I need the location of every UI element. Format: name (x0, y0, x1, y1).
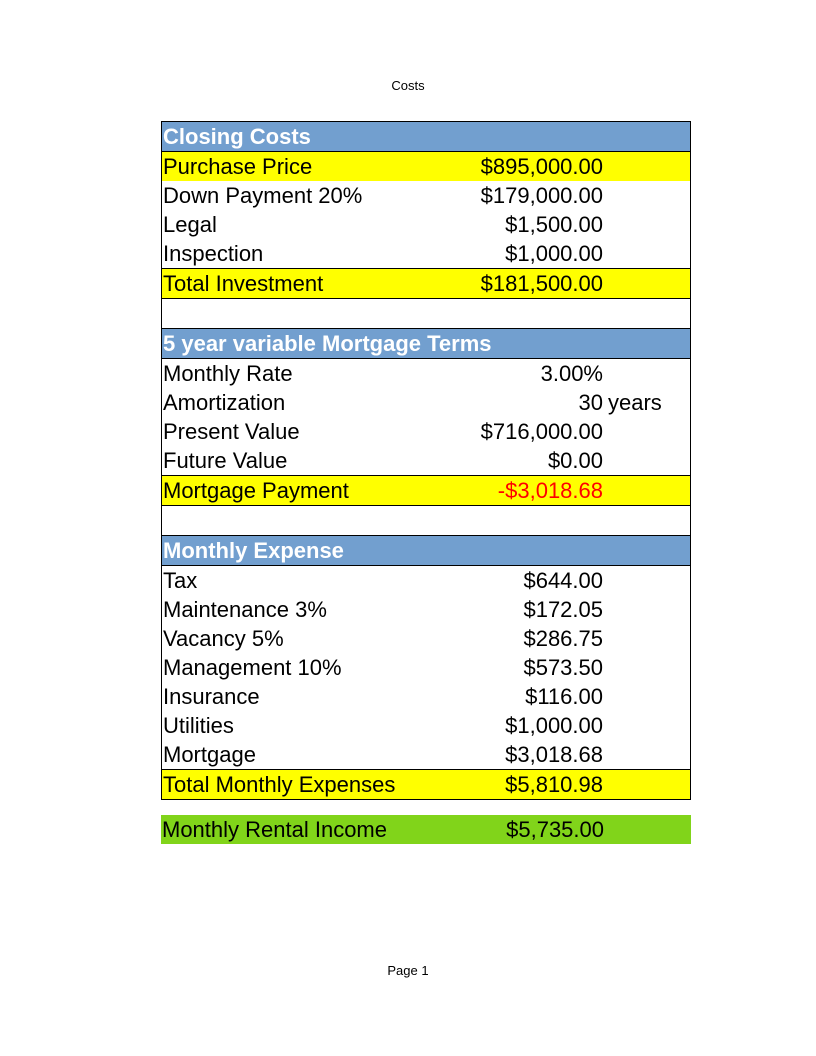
row-value: $5,735.00 (506, 817, 604, 842)
row-label: Present Value (163, 419, 300, 444)
vacancy-row[interactable]: Vacancy 5% $286.75 (162, 624, 690, 653)
down-payment-row[interactable]: Down Payment 20% $179,000.00 (162, 181, 690, 210)
row-label: Legal (163, 212, 217, 237)
row-label: Inspection (163, 241, 264, 266)
total-monthly-expenses-row[interactable]: Total Monthly Expenses $5,810.98 (162, 769, 690, 799)
purchase-price-row[interactable]: Purchase Price $895,000.00 (162, 152, 690, 181)
row-label: Future Value (163, 448, 288, 473)
row-value: $573.50 (523, 655, 603, 680)
closing-costs-header[interactable]: Closing Costs (162, 122, 690, 152)
row-value: $116.00 (525, 684, 603, 709)
row-value: $1,500.00 (505, 212, 603, 237)
closing-costs-block: Closing Costs Purchase Price $895,000.00… (161, 121, 691, 800)
monthly-rental-income-row[interactable]: Monthly Rental Income $5,735.00 (161, 815, 691, 844)
row-label: Amortization (163, 390, 286, 415)
row-value: $286.75 (523, 626, 603, 651)
row-label: Purchase Price (163, 154, 313, 179)
row-label: Monthly Rental Income (162, 817, 387, 842)
mortgage-terms-header[interactable]: 5 year variable Mortgage Terms (162, 328, 690, 359)
row-label: Utilities (163, 713, 234, 738)
section-title: Closing Costs (163, 124, 311, 149)
row-value: $644.00 (523, 568, 603, 593)
row-value: $5,810.98 (505, 772, 603, 797)
row-label: Mortgage (163, 742, 256, 767)
insurance-row[interactable]: Insurance $116.00 (162, 682, 690, 711)
row-label: Total Monthly Expenses (163, 772, 396, 797)
row-value: $0.00 (547, 448, 603, 473)
empty-row[interactable] (162, 505, 690, 535)
row-label: Vacancy 5% (163, 626, 284, 651)
maintenance-row[interactable]: Maintenance 3% $172.05 (162, 595, 690, 624)
row-unit: years (608, 390, 662, 415)
row-label: Tax (163, 568, 198, 593)
row-label: Down Payment 20% (163, 183, 363, 208)
row-label: Management 10% (163, 655, 342, 680)
empty-row[interactable] (162, 298, 690, 328)
row-value: $179,000.00 (480, 183, 603, 208)
monthly-expense-header[interactable]: Monthly Expense (162, 535, 690, 566)
row-label: Mortgage Payment (163, 478, 349, 503)
amortization-row[interactable]: Amortization 30 years (162, 388, 690, 417)
section-title: Monthly Expense (163, 538, 344, 563)
row-value: $172.05 (523, 597, 603, 622)
row-value: $1,000.00 (505, 713, 603, 738)
mortgage-row[interactable]: Mortgage $3,018.68 (162, 740, 690, 769)
row-value: $1,000.00 (505, 241, 603, 266)
monthly-rate-row[interactable]: Monthly Rate 3.00% (162, 359, 690, 388)
row-value: $3,018.68 (505, 742, 603, 767)
spreadsheet: Closing Costs Purchase Price $895,000.00… (161, 121, 691, 844)
total-investment-row[interactable]: Total Investment $181,500.00 (162, 268, 690, 298)
row-label: Total Investment (163, 271, 324, 296)
legal-row[interactable]: Legal $1,500.00 (162, 210, 690, 239)
tax-row[interactable]: Tax $644.00 (162, 566, 690, 595)
row-label: Insurance (163, 684, 260, 709)
row-value: $895,000.00 (480, 154, 603, 179)
row-label: Maintenance 3% (163, 597, 327, 622)
row-value: 3.00% (540, 361, 603, 386)
mortgage-payment-row[interactable]: Mortgage Payment -$3,018.68 (162, 475, 690, 505)
section-title: 5 year variable Mortgage Terms (163, 331, 492, 356)
inspection-row[interactable]: Inspection $1,000.00 (162, 239, 690, 268)
utilities-row[interactable]: Utilities $1,000.00 (162, 711, 690, 740)
present-value-row[interactable]: Present Value $716,000.00 (162, 417, 690, 446)
row-label: Monthly Rate (163, 361, 293, 386)
future-value-row[interactable]: Future Value $0.00 (162, 446, 690, 475)
page-header: Costs (391, 78, 425, 93)
row-value: -$3,018.68 (497, 478, 603, 503)
row-value: $716,000.00 (480, 419, 603, 444)
row-value: $181,500.00 (480, 271, 603, 296)
page-footer: Page 1 (387, 963, 429, 978)
management-row[interactable]: Management 10% $573.50 (162, 653, 690, 682)
row-value: 30 (578, 390, 603, 415)
